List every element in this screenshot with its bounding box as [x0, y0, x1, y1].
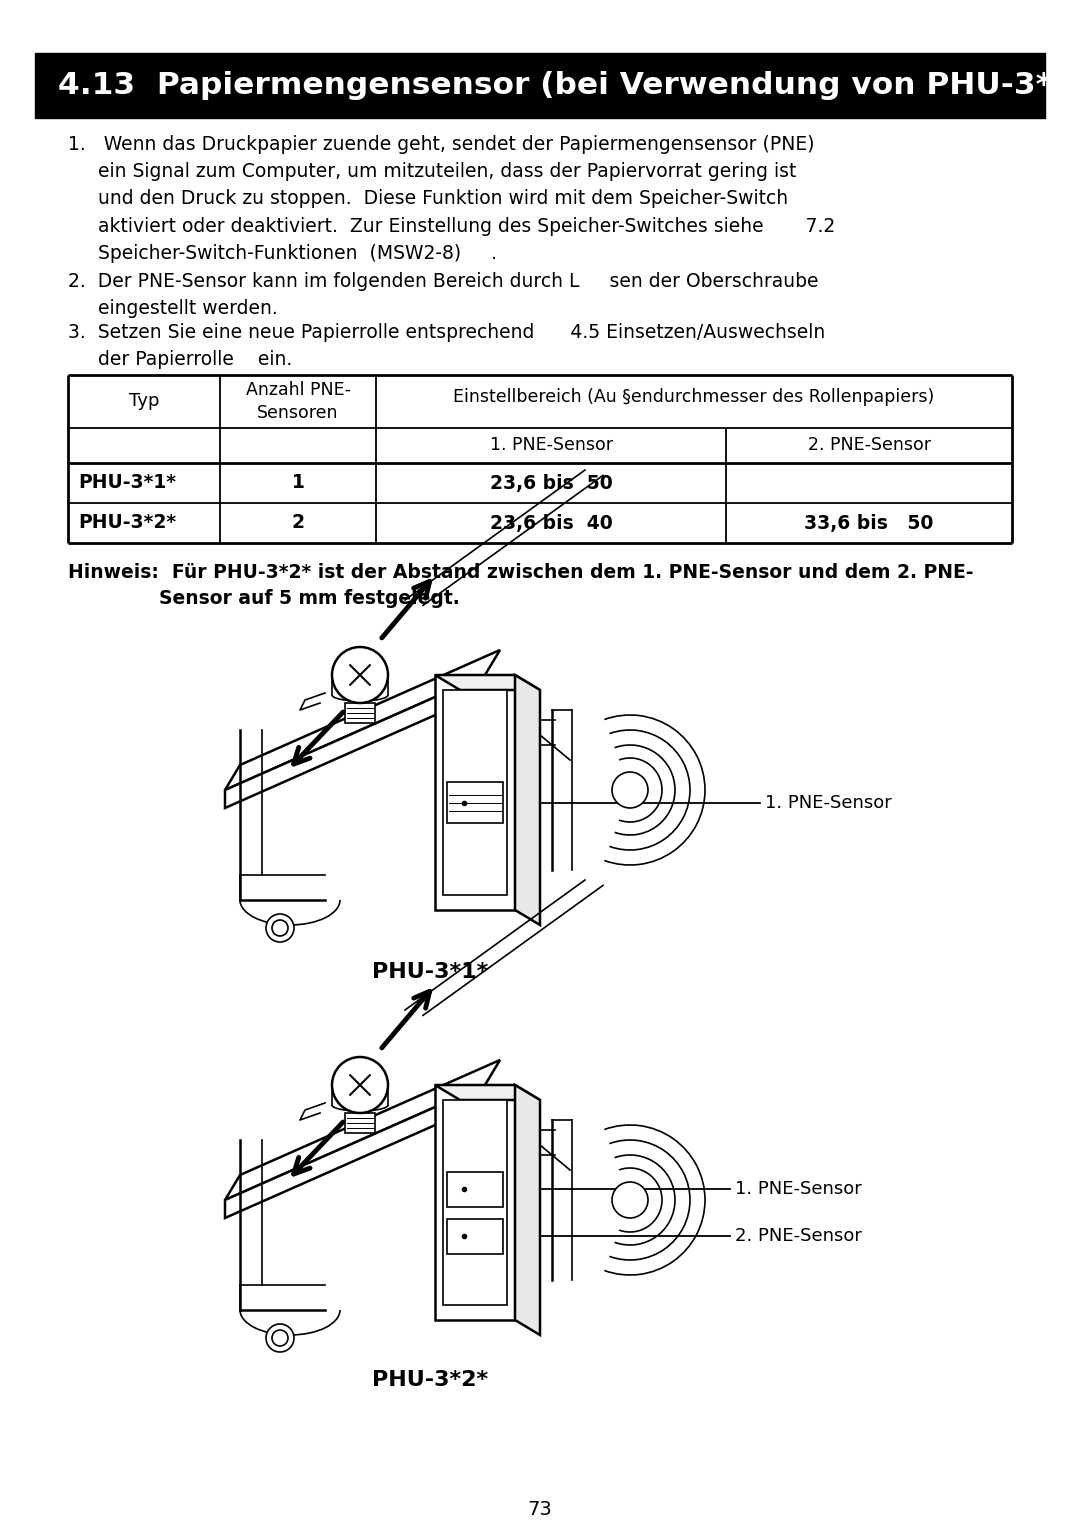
Text: 1.   Wenn das Druckpapier zuende geht, sendet der Papiermengensensor (PNE)
     : 1. Wenn das Druckpapier zuende geht, sen…: [68, 135, 835, 263]
Text: 1. PNE-Sensor: 1. PNE-Sensor: [489, 436, 612, 454]
Circle shape: [266, 914, 294, 942]
Polygon shape: [435, 1086, 540, 1099]
Text: 33,6 bis   50: 33,6 bis 50: [805, 514, 934, 532]
Text: 2. PNE-Sensor: 2. PNE-Sensor: [808, 436, 931, 454]
Polygon shape: [345, 1113, 375, 1133]
Text: Einstellbereich (Au §endurchmesser des Rollenpapiers): Einstellbereich (Au §endurchmesser des R…: [454, 387, 934, 405]
Bar: [447, 1171, 503, 1206]
Text: 23,6 bis  50: 23,6 bis 50: [489, 474, 612, 492]
Text: PHU-3*1*: PHU-3*1*: [372, 962, 488, 982]
Polygon shape: [435, 674, 540, 690]
Bar: [435, 674, 515, 910]
Polygon shape: [515, 674, 540, 925]
Circle shape: [266, 1324, 294, 1352]
Text: 2. PNE-Sensor: 2. PNE-Sensor: [735, 1228, 862, 1245]
Bar: [447, 1219, 503, 1254]
Text: 1. PNE-Sensor: 1. PNE-Sensor: [735, 1180, 862, 1199]
Text: PHU-3*2*: PHU-3*2*: [78, 514, 176, 532]
Circle shape: [272, 920, 288, 936]
Bar: [35, 54, 1045, 118]
Text: 73: 73: [528, 1500, 552, 1518]
Bar: [443, 1099, 507, 1304]
Circle shape: [612, 772, 648, 807]
Bar: [443, 690, 507, 894]
Text: 1: 1: [292, 474, 305, 492]
Circle shape: [272, 1330, 288, 1346]
Circle shape: [612, 1182, 648, 1219]
Text: 2: 2: [292, 514, 305, 532]
Polygon shape: [225, 674, 485, 807]
Text: 23,6 bis  40: 23,6 bis 40: [489, 514, 612, 532]
Text: 2.  Der PNE-Sensor kann im folgenden Bereich durch L     sen der Oberschraube
  : 2. Der PNE-Sensor kann im folgenden Bere…: [68, 272, 819, 318]
Text: 1. PNE-Sensor: 1. PNE-Sensor: [765, 794, 892, 812]
Polygon shape: [225, 650, 500, 790]
Circle shape: [332, 647, 388, 703]
Text: Typ: Typ: [129, 393, 159, 410]
Polygon shape: [225, 1060, 500, 1200]
Bar: [447, 783, 503, 823]
Polygon shape: [225, 1086, 485, 1219]
Text: 3.  Setzen Sie eine neue Papierrolle entsprechend      4.5 Einsetzen/Auswechseln: 3. Setzen Sie eine neue Papierrolle ents…: [68, 323, 825, 368]
Polygon shape: [345, 703, 375, 723]
Bar: [435, 1086, 515, 1320]
Text: Hinweis:  Für PHU-3*2* ist der Abstand zwischen dem 1. PNE-Sensor und dem 2. PNE: Hinweis: Für PHU-3*2* ist der Abstand zw…: [68, 563, 973, 609]
Circle shape: [332, 1057, 388, 1113]
Polygon shape: [515, 1086, 540, 1335]
Text: 4.13  Papiermengensensor (bei Verwendung von PHU-3***): 4.13 Papiermengensensor (bei Verwendung …: [58, 70, 1080, 99]
Text: Anzahl PNE-
Sensoren: Anzahl PNE- Sensoren: [245, 381, 351, 422]
Text: PHU-3*1*: PHU-3*1*: [78, 474, 176, 492]
Text: PHU-3*2*: PHU-3*2*: [372, 1370, 488, 1390]
